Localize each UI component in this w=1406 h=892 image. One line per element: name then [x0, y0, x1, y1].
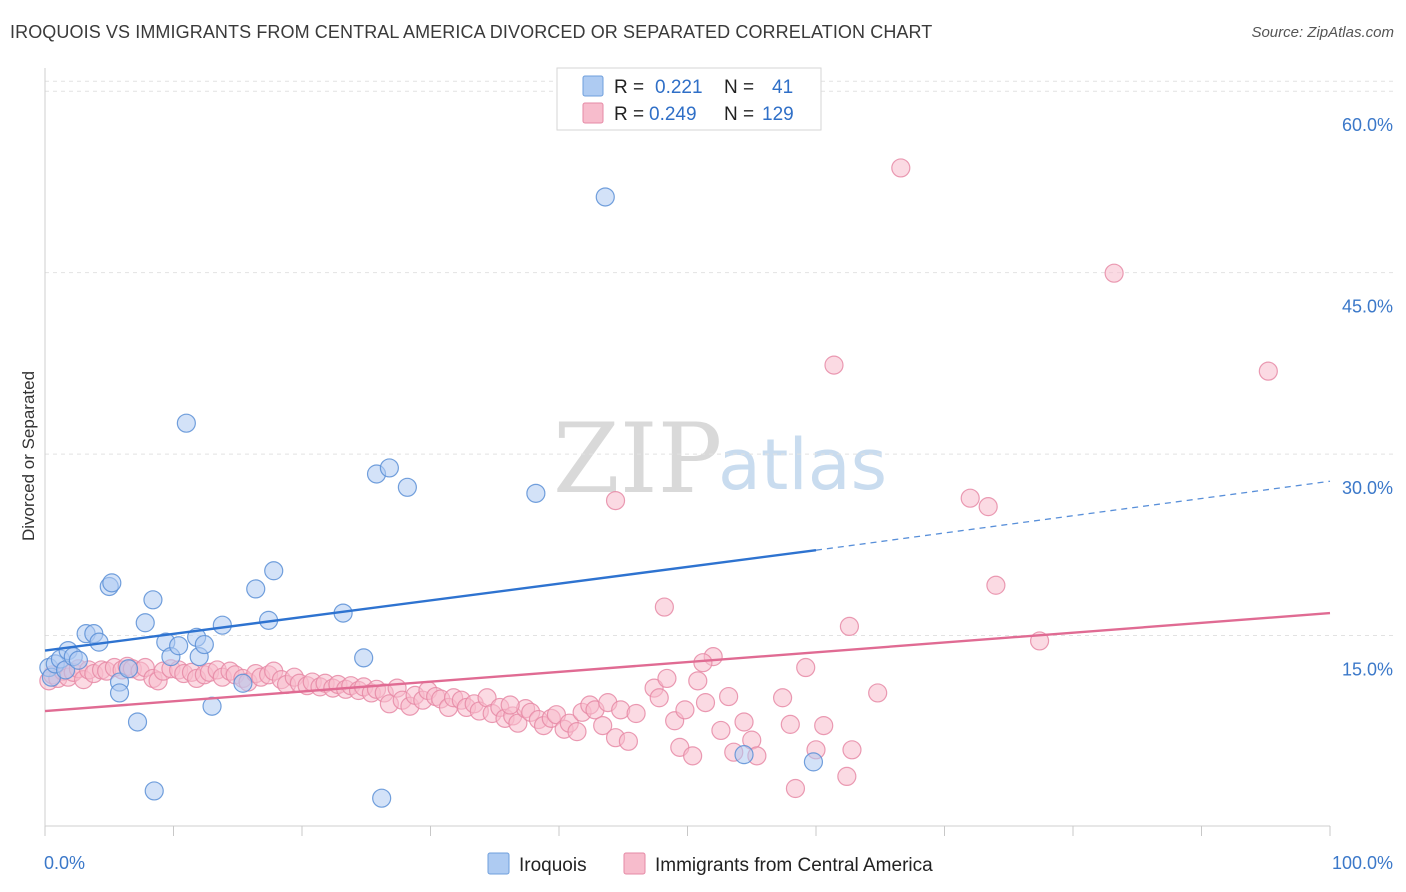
iroquois-point: [102, 573, 122, 593]
iroquois-point: [144, 781, 164, 801]
immigrants-point: [649, 688, 669, 708]
x-tick-label-max: 100.0%: [1332, 853, 1393, 873]
iroquois-trend-extension: [815, 480, 1331, 551]
immigrants-point: [567, 722, 587, 742]
legend-bottom-swatch-iroquois: [487, 852, 510, 875]
iroquois-trend-line: [44, 549, 817, 652]
iroquois-point: [135, 613, 155, 633]
immigrants-point: [780, 714, 800, 734]
legend-bottom-label-immigrants: Immigrants from Central America: [655, 855, 933, 876]
immigrants-point: [1104, 263, 1124, 283]
immigrants-point: [593, 715, 613, 736]
immigrants-point: [605, 490, 626, 511]
legend-series: Iroquois Immigrants from Central America: [487, 852, 933, 876]
legend-r-label-1: R =: [614, 77, 644, 98]
immigrants-point: [657, 668, 677, 689]
legend-n-value-1: 41: [772, 77, 793, 98]
y-tick-labels: 15.0% 30.0% 45.0% 60.0%: [1342, 115, 1393, 679]
iroquois-point: [372, 788, 392, 808]
immigrants-point: [785, 778, 806, 799]
iroquois-point: [734, 745, 754, 765]
immigrants-point: [688, 671, 708, 691]
immigrants-point: [842, 740, 862, 760]
immigrants-point: [711, 720, 731, 741]
immigrants-point: [986, 575, 1006, 595]
immigrants-trend-line: [44, 611, 1331, 713]
iroquois-point: [233, 673, 253, 693]
immigrants-point: [891, 158, 911, 178]
y-tick-label: 15.0%: [1342, 660, 1393, 680]
iroquois-point: [109, 683, 130, 703]
legend-stats: R = 0.221 N = 41 R = 0.249 N = 129: [556, 67, 822, 131]
x-ticks: [44, 826, 1331, 836]
watermark-atlas: atlas: [718, 424, 887, 506]
source-label: Source: ZipAtlas.com: [1251, 24, 1394, 41]
immigrants-point: [796, 657, 816, 678]
immigrants-point: [824, 355, 844, 375]
iroquois-point: [379, 458, 399, 478]
iroquois-point: [143, 590, 163, 610]
immigrants-point: [719, 686, 739, 707]
iroquois-point: [176, 413, 196, 433]
legend-n-value-2: 129: [762, 104, 794, 125]
zipatlas-watermark: ZIP atlas: [553, 403, 887, 515]
chart-title: IROQUOIS VS IMMIGRANTS FROM CENTRAL AMER…: [10, 22, 933, 42]
iroquois-point: [212, 615, 232, 635]
legend-bottom-label-iroquois: Iroquois: [519, 855, 587, 876]
immigrants-point: [683, 746, 703, 766]
legend-n-label-1: N =: [724, 77, 754, 98]
iroquois-point: [118, 659, 139, 679]
iroquois-point: [127, 712, 148, 732]
immigrants-point: [772, 688, 793, 708]
x-tick-label-min: 0.0%: [44, 853, 85, 873]
immigrants-point: [960, 488, 980, 508]
iroquois-point: [194, 634, 214, 655]
immigrants-point: [1258, 361, 1278, 381]
legend-r-value-2: 0.249: [649, 104, 697, 125]
immigrants-point: [654, 597, 674, 617]
legend-r-value-1: 0.221: [655, 77, 703, 98]
immigrants-point: [675, 700, 695, 720]
iroquois-point: [803, 752, 824, 772]
iroquois-point: [68, 650, 89, 670]
y-axis-label: Divorced or Separated: [19, 371, 38, 541]
immigrants-point: [978, 497, 998, 517]
iroquois-point: [595, 187, 615, 207]
iroquois-point: [526, 483, 546, 503]
iroquois-point: [354, 648, 374, 668]
immigrants-point: [618, 731, 638, 751]
immigrants-point: [626, 703, 646, 724]
immigrants-point: [734, 712, 754, 732]
immigrants-point: [695, 693, 716, 713]
immigrants-point: [868, 683, 888, 703]
y-tick-label: 45.0%: [1342, 297, 1393, 317]
series-iroquois-points: [39, 187, 824, 808]
iroquois-point: [264, 561, 284, 581]
iroquois-point: [169, 636, 189, 656]
immigrants-point: [837, 766, 857, 787]
immigrants-point: [693, 653, 713, 673]
gridlines: [45, 80, 1393, 637]
legend-r-label-2: R =: [614, 104, 644, 125]
legend-n-label-2: N =: [724, 104, 754, 125]
immigrants-point: [839, 616, 860, 637]
trend-lines: [44, 480, 1331, 713]
immigrants-point: [500, 695, 520, 715]
watermark-zip: ZIP: [553, 403, 722, 515]
iroquois-point: [246, 579, 266, 599]
legend-swatch-iroquois: [582, 75, 604, 97]
legend-bottom-swatch-immigrants: [623, 852, 646, 875]
immigrants-point: [814, 715, 834, 736]
legend-swatch-immigrants: [582, 102, 604, 124]
y-tick-label: 30.0%: [1342, 478, 1393, 498]
y-tick-label: 60.0%: [1342, 115, 1393, 135]
iroquois-point: [397, 477, 417, 497]
